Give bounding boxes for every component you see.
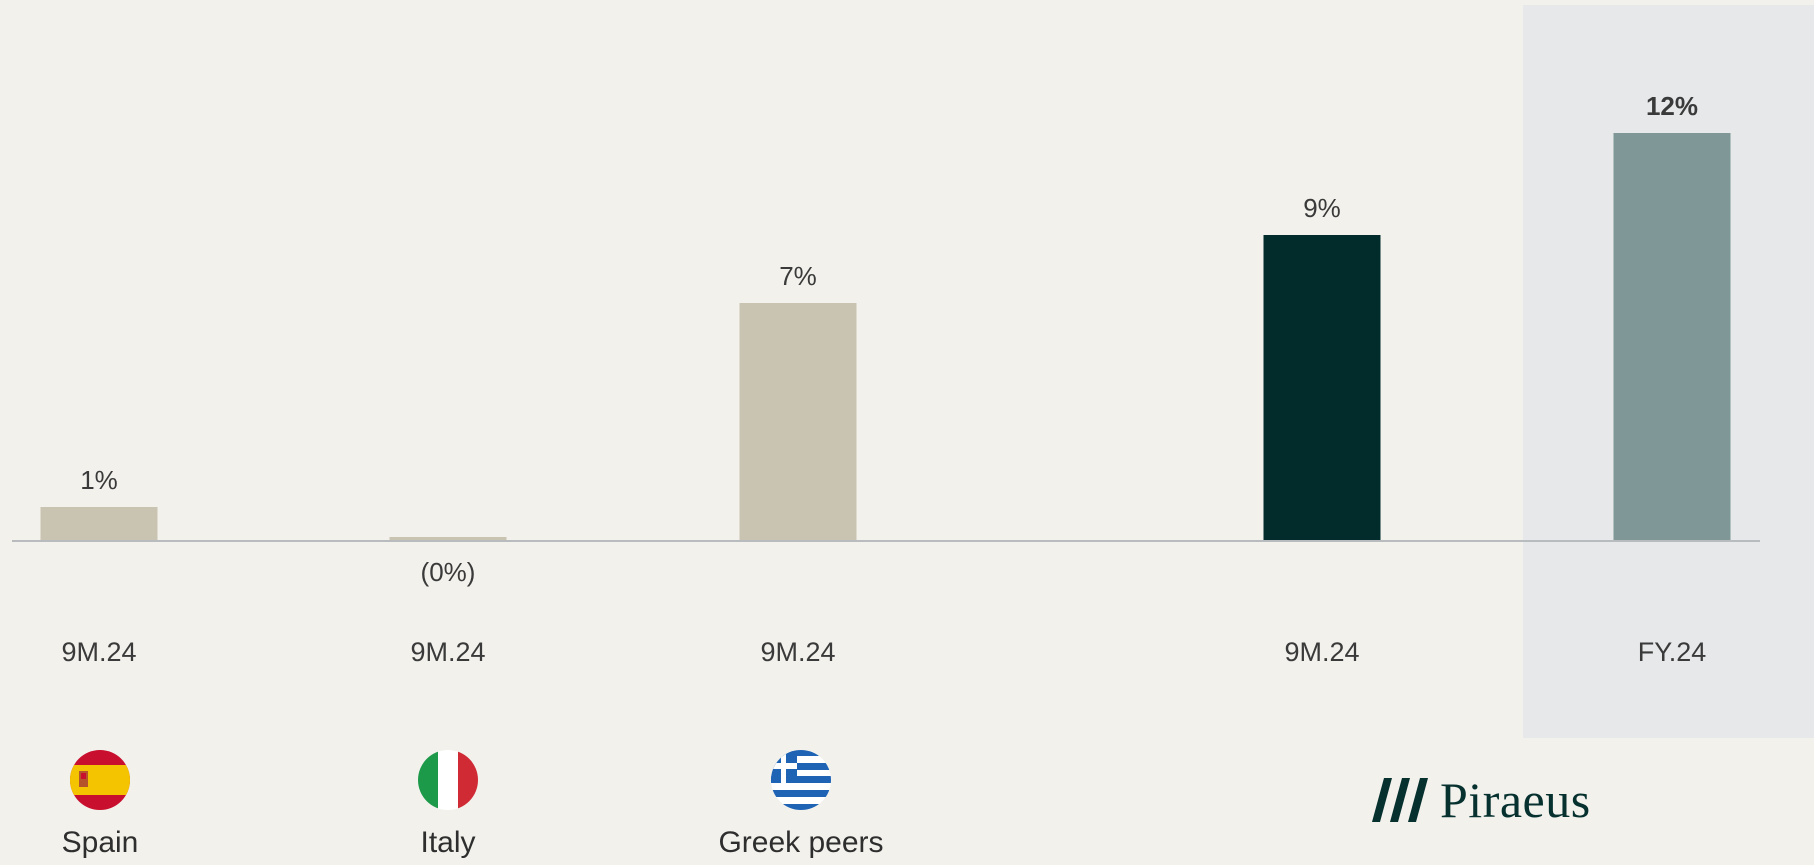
- bar-4: [1613, 133, 1731, 541]
- bar-2: [739, 303, 857, 541]
- group-label-greek-peers: Greek peers: [718, 826, 884, 859]
- value-label-4: 12%: [1646, 91, 1698, 121]
- greece-flag-icon: [771, 750, 831, 810]
- bar-0: [40, 507, 158, 541]
- italy-flag-icon: [418, 750, 478, 810]
- value-label-3: 9%: [1303, 193, 1341, 223]
- piraeus-logo: Piraeus: [1372, 768, 1591, 832]
- value-label-2: 7%: [779, 261, 817, 291]
- piraeus-slashes-icon: [1372, 778, 1428, 822]
- period-label-1: 9M.24: [410, 637, 485, 667]
- group-label-italy: Italy: [420, 826, 476, 859]
- period-label-2: 9M.24: [760, 637, 835, 667]
- value-label-1: (0%): [421, 557, 476, 587]
- brand-name: Piraeus: [1440, 772, 1591, 828]
- period-label-3: 9M.24: [1284, 637, 1359, 667]
- value-label-0: 1%: [80, 465, 118, 495]
- spain-flag-icon: [70, 750, 130, 810]
- bar-3: [1263, 235, 1381, 541]
- period-label-0: 9M.24: [61, 637, 136, 667]
- bar-1: [389, 537, 507, 541]
- group-label-spain: Spain: [61, 826, 139, 859]
- period-label-4: FY.24: [1638, 637, 1707, 667]
